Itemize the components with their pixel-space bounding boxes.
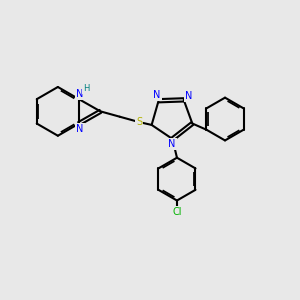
Text: N: N bbox=[185, 91, 193, 101]
Text: N: N bbox=[168, 139, 175, 149]
Text: S: S bbox=[136, 117, 142, 127]
Text: H: H bbox=[83, 84, 90, 93]
Text: N: N bbox=[76, 124, 83, 134]
Text: N: N bbox=[153, 90, 161, 100]
Text: N: N bbox=[76, 89, 83, 99]
Text: Cl: Cl bbox=[172, 207, 182, 218]
